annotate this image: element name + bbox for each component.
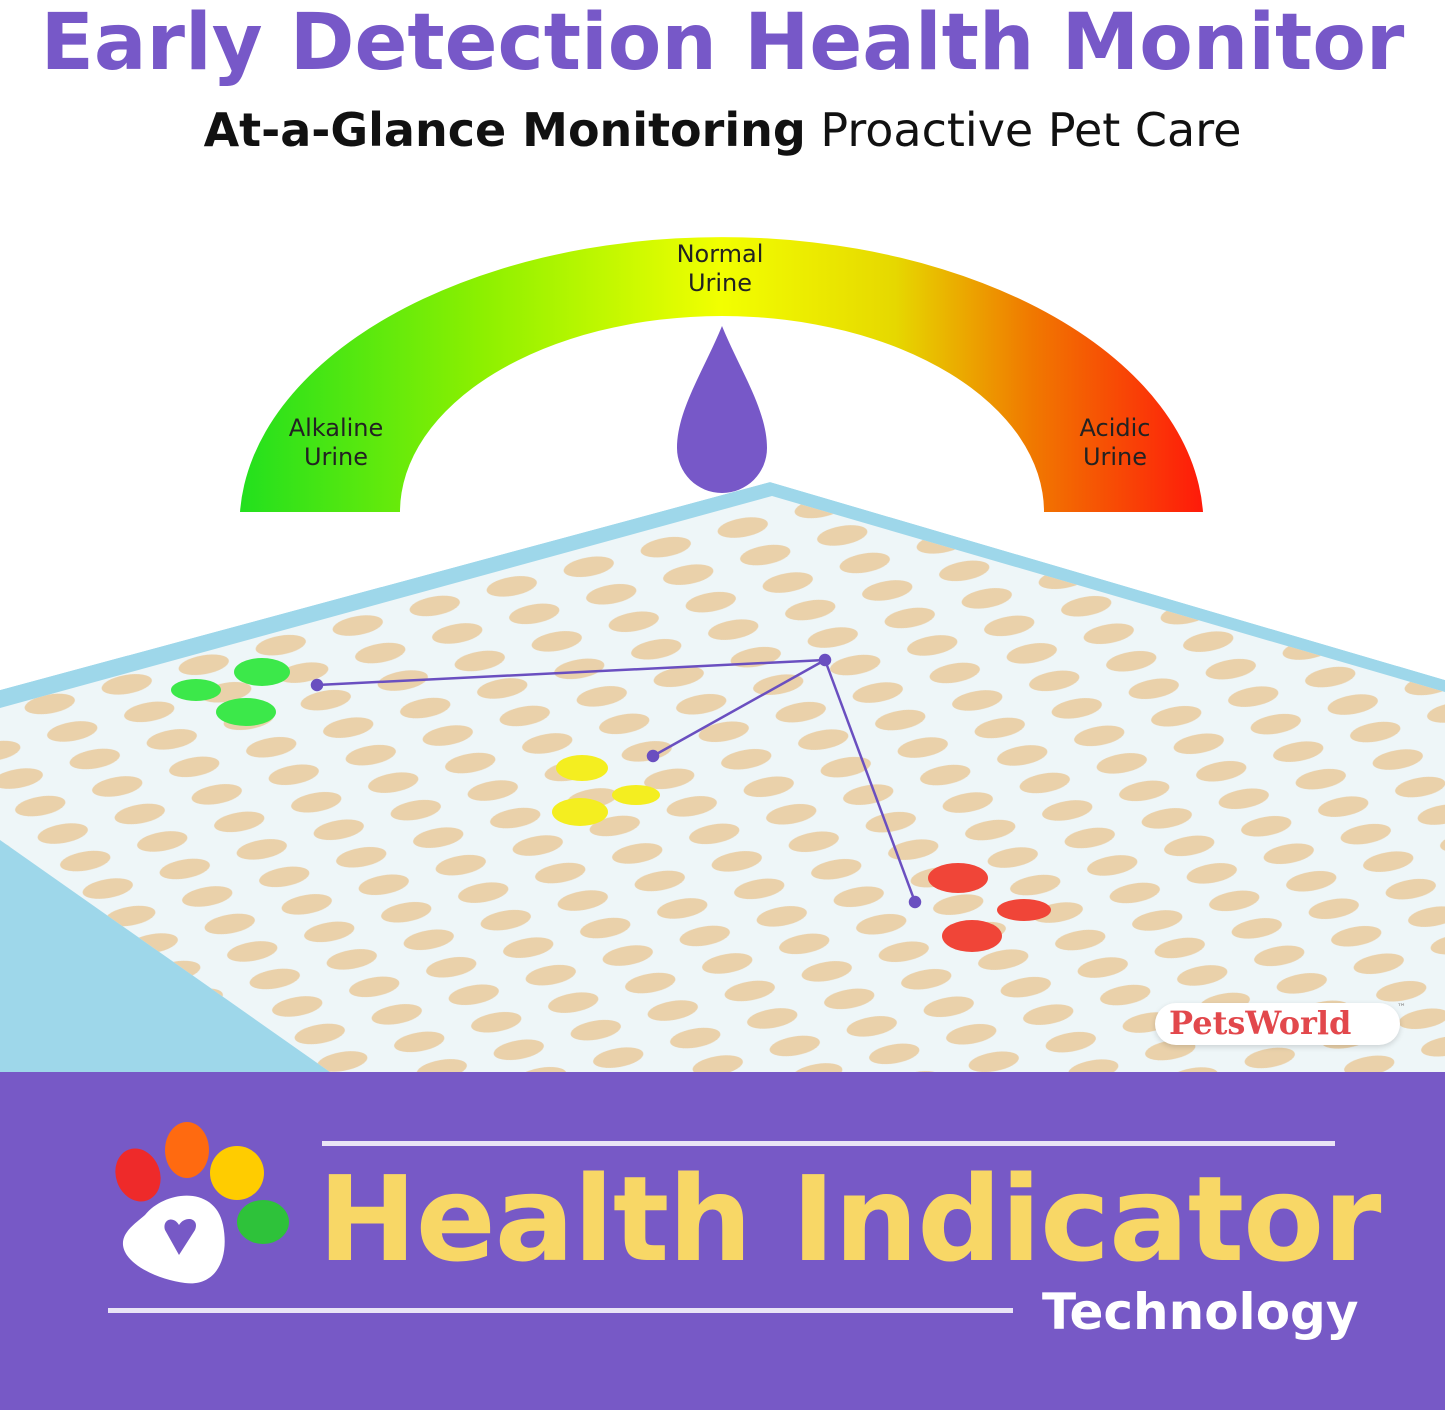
footer-band — [0, 1072, 1445, 1410]
drop-icon — [677, 326, 767, 493]
ph-gauge-arc — [240, 237, 1203, 512]
red-spots — [928, 863, 1051, 952]
petsworld-logo: PetsWorld ™ — [1155, 1003, 1406, 1045]
headline: Health Indicator — [318, 1150, 1381, 1288]
tagline: Technology — [1042, 1283, 1359, 1341]
green-spots — [171, 658, 290, 726]
top-divider — [322, 1141, 1335, 1146]
acidic-urine-label: Acidic Urine — [1079, 414, 1151, 471]
normal-urine-label: Normal Urine — [676, 240, 764, 297]
rainbow-paw-icon — [115, 1122, 289, 1284]
pee-pad — [0, 482, 1445, 1072]
page-subtitle: At-a-Glance Monitoring Proactive Pet Car… — [0, 103, 1445, 157]
bottom-divider — [108, 1308, 1013, 1313]
page-title: Early Detection Health Monitor — [40, 0, 1405, 88]
yellow-spots — [552, 755, 660, 826]
subtitle-rest: Proactive Pet Care — [820, 103, 1242, 157]
pointer-lines — [310, 653, 922, 909]
alkaline-urine-label: Alkaline Urine — [288, 414, 384, 471]
subtitle-bold: At-a-Glance Monitoring — [203, 103, 806, 157]
